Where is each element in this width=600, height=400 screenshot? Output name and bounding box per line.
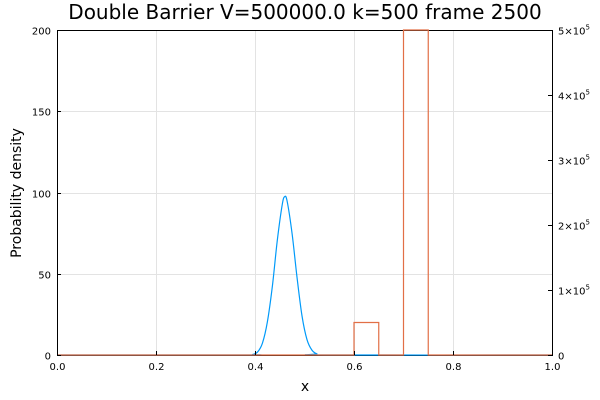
x-tick-label: 0.6 bbox=[347, 362, 363, 373]
x-tick-label: 1.0 bbox=[545, 362, 561, 373]
y2-tick-label: 5×105 bbox=[558, 24, 590, 38]
y-tick-label: 50 bbox=[38, 271, 51, 282]
y2-tick-label: 4×105 bbox=[558, 89, 590, 103]
x-tick-label: 0.8 bbox=[446, 362, 462, 373]
grid bbox=[57, 30, 553, 356]
y-axis-label: Probability density bbox=[9, 128, 25, 258]
series-line-2 bbox=[57, 29, 552, 356]
x-tick-label: 0.2 bbox=[149, 362, 165, 373]
series-layer bbox=[56, 29, 553, 356]
x-axis-ticks: 0.0 0.2 0.4 0.6 0.8 1.0 bbox=[50, 351, 561, 373]
y-tick-label: 0 bbox=[45, 352, 51, 363]
y-axis-ticks: 0 50 100 150 200 bbox=[32, 27, 61, 363]
y2-tick-label: 3×105 bbox=[558, 154, 590, 168]
y-tick-label: 100 bbox=[32, 190, 51, 201]
y-tick-label: 150 bbox=[32, 108, 51, 119]
y-tick-label: 200 bbox=[32, 27, 51, 38]
x-axis-label: x bbox=[301, 379, 309, 395]
y2-axis-ticks: 0 1×105 2×105 3×105 4×105 5×105 bbox=[548, 24, 590, 363]
x-tick-label: 0.0 bbox=[50, 362, 66, 373]
x-tick-label: 0.4 bbox=[248, 362, 264, 373]
y2-tick-label: 0 bbox=[558, 352, 564, 363]
series-line-1 bbox=[56, 195, 553, 356]
y2-tick-label: 1×105 bbox=[558, 284, 590, 298]
chart-title: Double Barrier V=500000.0 k=500 frame 25… bbox=[68, 0, 541, 24]
y2-tick-label: 2×105 bbox=[558, 219, 590, 233]
